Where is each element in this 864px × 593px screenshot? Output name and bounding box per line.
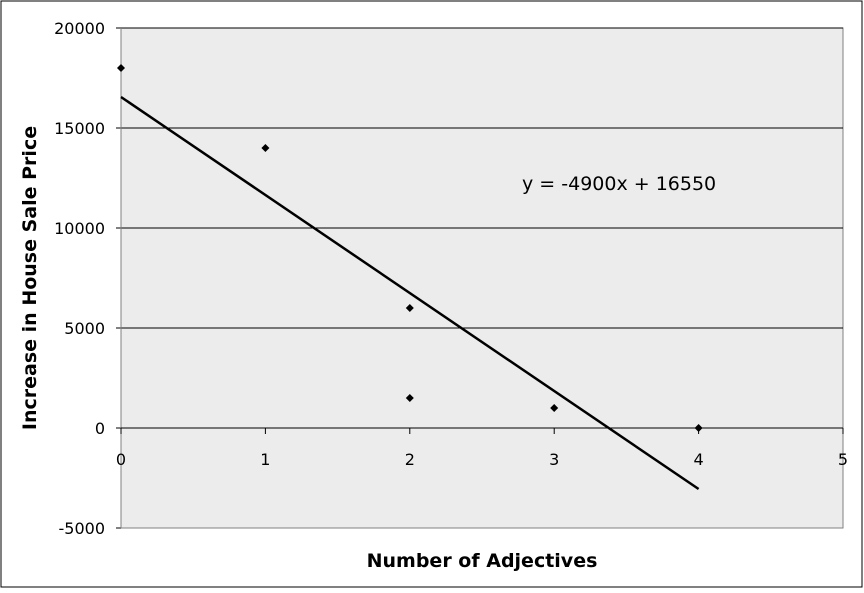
data-point [261, 144, 270, 152]
data-point [117, 64, 125, 72]
y-tick-label: 0 [95, 419, 105, 438]
y-tick-label: 20000 [54, 19, 105, 38]
x-tick-label: 5 [838, 450, 848, 469]
data-point [694, 424, 703, 432]
x-axis-title: Number of Adjectives [367, 550, 598, 572]
data-points [117, 64, 703, 432]
x-tick-label: 3 [549, 450, 559, 469]
x-tick-label: 1 [260, 450, 270, 469]
y-axis-title: Increase in House Sale Price [19, 126, 41, 430]
x-tick-label: 4 [694, 450, 704, 469]
axes [116, 27, 844, 529]
tick-labels: -5000 0 5000 10000 15000 20000 0 1 2 3 4 5 [54, 19, 848, 538]
x-tick-label: 2 [405, 450, 415, 469]
plot-area [120, 27, 844, 529]
y-tick-label: 15000 [54, 119, 105, 138]
trendline-layer [120, 95, 700, 491]
trendline-equation: y = -4900x + 16550 [522, 173, 716, 195]
y-tick-label: -5000 [59, 519, 106, 538]
y-tick-label: 10000 [54, 219, 105, 238]
x-tick-label: 0 [116, 450, 126, 469]
data-point [550, 404, 559, 412]
y-tick-label: 5000 [64, 319, 105, 338]
trendline [120, 95, 700, 491]
data-point [405, 394, 414, 402]
data-point [405, 304, 414, 312]
